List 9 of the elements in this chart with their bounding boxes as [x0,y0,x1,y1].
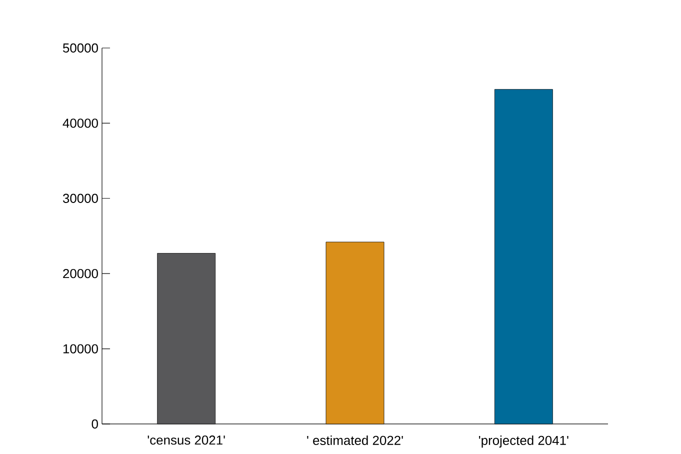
y-tick-label: 30000 [62,194,98,203]
y-tick-label: 40000 [62,118,98,128]
x-tick-label: ' estimated 2022' [307,436,403,446]
y-tick-label: 0 [92,419,98,429]
x-tick-label: 'projected 2041' [479,436,568,448]
y-tick-label: 10000 [63,344,98,354]
y-tick-label: 50000 [62,43,98,53]
x-tick-label: 'census 2021' [148,436,225,445]
y-tick-label: 20000 [63,269,98,278]
